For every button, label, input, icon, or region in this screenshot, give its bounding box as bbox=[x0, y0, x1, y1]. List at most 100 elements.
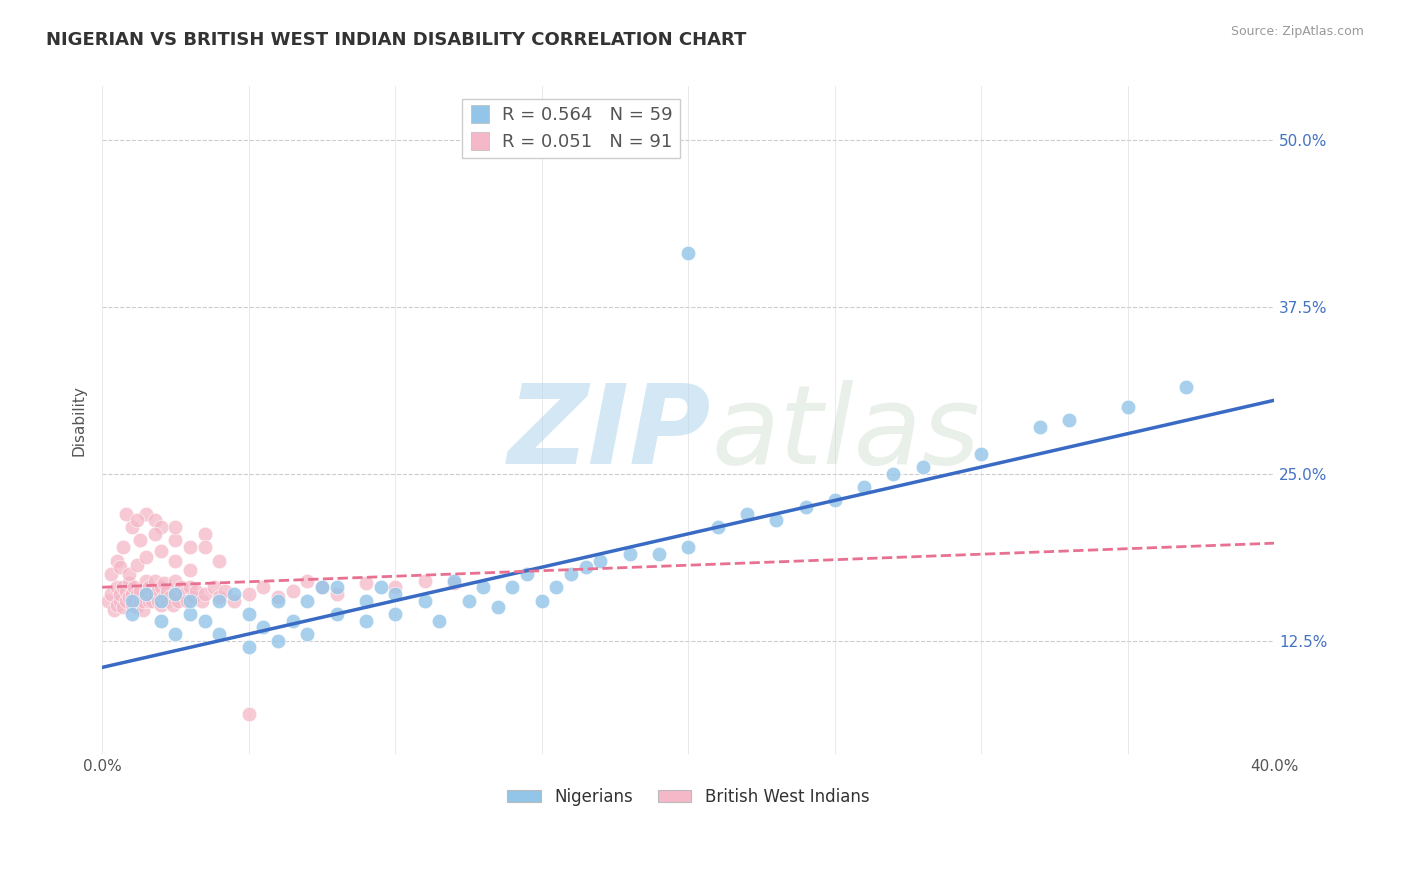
Point bbox=[143, 574, 166, 588]
Point bbox=[165, 520, 187, 534]
Point bbox=[179, 580, 201, 594]
Y-axis label: Disability: Disability bbox=[72, 384, 86, 456]
Text: ZIP: ZIP bbox=[508, 380, 711, 487]
Point bbox=[165, 533, 187, 548]
Point bbox=[735, 507, 758, 521]
Point bbox=[117, 576, 139, 591]
Point bbox=[124, 593, 146, 607]
Point bbox=[181, 590, 204, 604]
Point bbox=[103, 603, 125, 617]
Point bbox=[162, 598, 184, 612]
Point bbox=[191, 593, 214, 607]
Point bbox=[135, 549, 157, 564]
Point bbox=[121, 598, 143, 612]
Point bbox=[252, 620, 274, 634]
Point bbox=[117, 566, 139, 581]
Point bbox=[149, 580, 172, 594]
Point bbox=[105, 580, 128, 594]
Point bbox=[1116, 400, 1139, 414]
Point bbox=[516, 566, 538, 581]
Point bbox=[141, 593, 163, 607]
Point bbox=[179, 563, 201, 577]
Point bbox=[794, 500, 817, 515]
Point bbox=[129, 533, 152, 548]
Point bbox=[100, 587, 122, 601]
Point bbox=[311, 580, 333, 594]
Point bbox=[238, 707, 260, 722]
Point bbox=[252, 580, 274, 594]
Point bbox=[486, 600, 509, 615]
Point bbox=[311, 580, 333, 594]
Point bbox=[179, 607, 201, 621]
Point bbox=[648, 547, 671, 561]
Text: Source: ZipAtlas.com: Source: ZipAtlas.com bbox=[1230, 25, 1364, 38]
Point bbox=[501, 580, 523, 594]
Point bbox=[184, 584, 207, 599]
Point bbox=[1029, 420, 1052, 434]
Point bbox=[208, 553, 231, 567]
Point bbox=[325, 587, 347, 601]
Point bbox=[678, 540, 700, 554]
Point bbox=[149, 544, 172, 558]
Point bbox=[472, 580, 495, 594]
Point bbox=[267, 590, 290, 604]
Point bbox=[129, 593, 152, 607]
Point bbox=[146, 593, 169, 607]
Text: NIGERIAN VS BRITISH WEST INDIAN DISABILITY CORRELATION CHART: NIGERIAN VS BRITISH WEST INDIAN DISABILI… bbox=[46, 31, 747, 49]
Point bbox=[143, 513, 166, 527]
Point bbox=[325, 580, 347, 594]
Point bbox=[149, 614, 172, 628]
Point bbox=[165, 587, 187, 601]
Point bbox=[222, 587, 245, 601]
Point bbox=[281, 584, 304, 599]
Point bbox=[238, 607, 260, 621]
Point bbox=[114, 593, 136, 607]
Point bbox=[97, 593, 120, 607]
Point bbox=[135, 587, 157, 601]
Point bbox=[589, 553, 612, 567]
Point bbox=[706, 520, 728, 534]
Point bbox=[354, 614, 377, 628]
Point bbox=[149, 520, 172, 534]
Point bbox=[135, 584, 157, 599]
Point bbox=[911, 460, 934, 475]
Point bbox=[297, 593, 319, 607]
Point bbox=[138, 580, 160, 594]
Point bbox=[117, 590, 139, 604]
Point bbox=[132, 603, 155, 617]
Point bbox=[443, 574, 465, 588]
Point bbox=[214, 584, 236, 599]
Point bbox=[156, 584, 179, 599]
Point bbox=[143, 587, 166, 601]
Point bbox=[165, 553, 187, 567]
Point bbox=[111, 580, 134, 594]
Point bbox=[170, 580, 193, 594]
Point bbox=[384, 580, 406, 594]
Point bbox=[194, 614, 217, 628]
Point bbox=[127, 513, 149, 527]
Point bbox=[194, 526, 217, 541]
Point bbox=[824, 493, 846, 508]
Point bbox=[105, 598, 128, 612]
Point bbox=[146, 582, 169, 597]
Point bbox=[457, 593, 479, 607]
Point bbox=[179, 593, 201, 607]
Point bbox=[165, 627, 187, 641]
Point bbox=[135, 574, 157, 588]
Point bbox=[1175, 380, 1198, 394]
Point bbox=[127, 600, 149, 615]
Point bbox=[1057, 413, 1080, 427]
Point bbox=[165, 587, 187, 601]
Point bbox=[853, 480, 876, 494]
Point bbox=[208, 627, 231, 641]
Point bbox=[443, 576, 465, 591]
Point bbox=[384, 587, 406, 601]
Point bbox=[121, 587, 143, 601]
Point bbox=[427, 614, 450, 628]
Point bbox=[413, 593, 436, 607]
Point bbox=[179, 540, 201, 554]
Point bbox=[165, 574, 187, 588]
Point bbox=[678, 246, 700, 260]
Point bbox=[970, 447, 993, 461]
Point bbox=[138, 593, 160, 607]
